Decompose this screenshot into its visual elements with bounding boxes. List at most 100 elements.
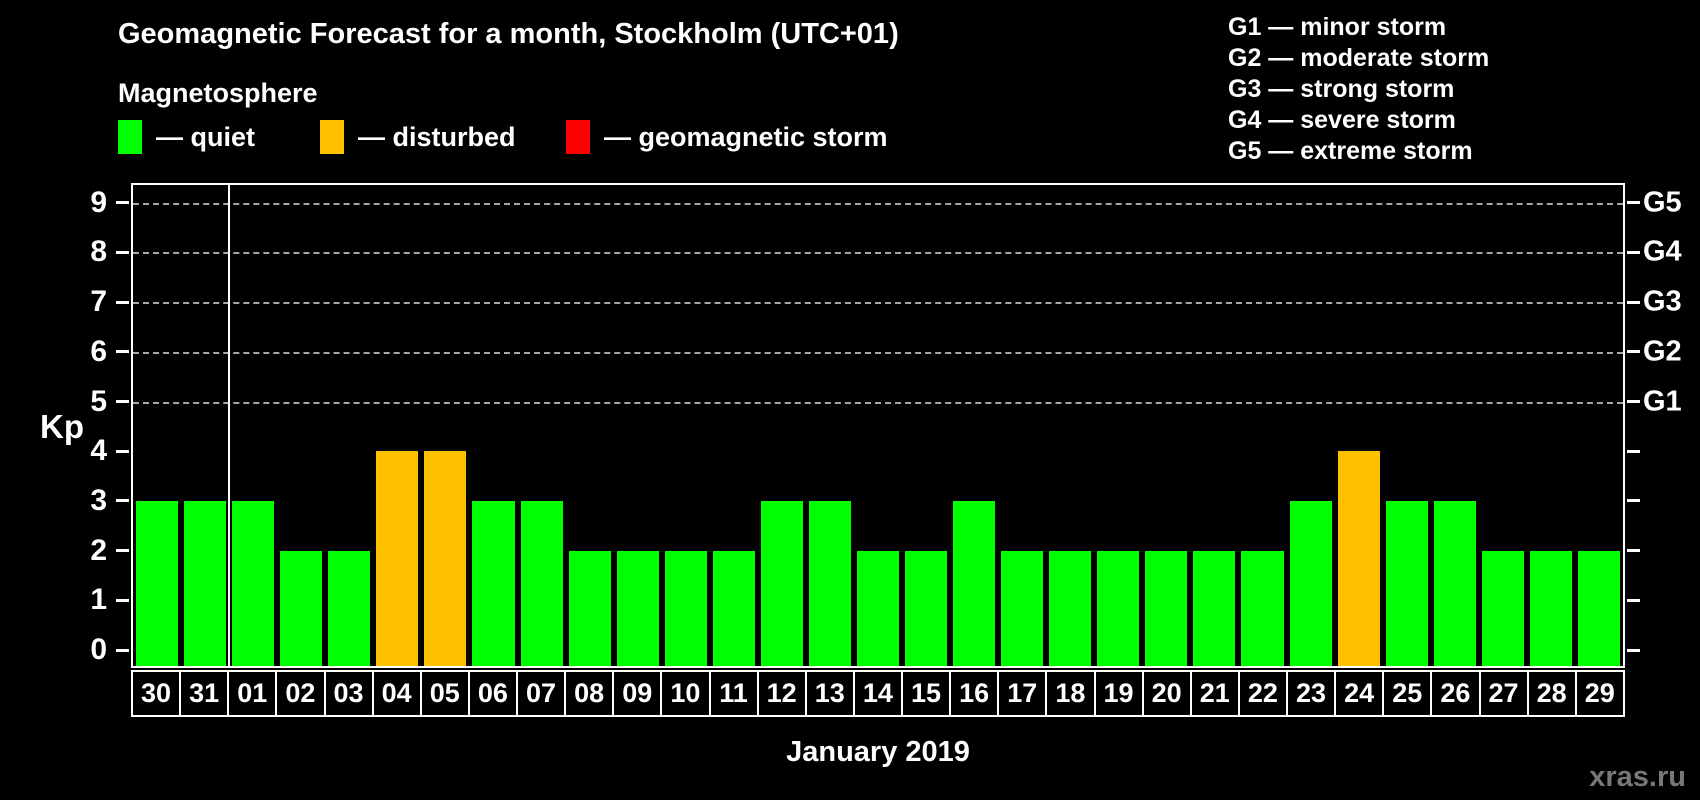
legend-label-quiet: — quiet (156, 121, 255, 152)
legend-item-quiet: — quiet (118, 120, 255, 154)
legend-label-disturbed: — disturbed (358, 121, 516, 152)
legend-swatch-quiet (118, 120, 142, 154)
g-scale-label-g3: G3 (1643, 285, 1682, 318)
kp-bar-day-25 (1385, 500, 1428, 666)
g-legend-line-3: G3 — strong storm (1228, 75, 1455, 103)
y-axis-tick-left (116, 598, 129, 602)
y-axis-tick-left (116, 350, 129, 354)
kp-bar-slot (518, 500, 566, 666)
legend-item-disturbed: — disturbed (320, 120, 516, 154)
kp-bar-day-01 (232, 500, 275, 666)
kp-bar-slot (373, 451, 421, 666)
kp-bar-slot (662, 550, 710, 666)
kp-bar-slot (902, 550, 950, 666)
gridline-kp-5 (133, 401, 1623, 404)
y-axis-tick-left (116, 648, 129, 652)
g-legend-line-1: G1 — minor storm (1228, 13, 1447, 41)
kp-bar-slot (277, 550, 325, 666)
legend-swatch-disturbed (320, 120, 344, 154)
y-axis-tick-right (1627, 300, 1640, 304)
kp-bar-slot (1527, 550, 1575, 666)
day-label-cell-01: 01 (227, 670, 278, 717)
kp-bar-day-11 (712, 550, 755, 666)
watermark: xras.ru (1589, 761, 1686, 793)
gridline-kp-8 (133, 252, 1623, 255)
kp-bar-slot (1383, 500, 1431, 666)
kp-bar-slot (181, 500, 229, 666)
y-axis-tick-right (1627, 250, 1640, 254)
kp-bar-slot (1190, 550, 1238, 666)
kp-bar-day-23 (1289, 500, 1332, 666)
kp-bar-slot (1094, 550, 1142, 666)
kp-bar-day-09 (616, 550, 659, 666)
kp-bar-day-07 (520, 500, 563, 666)
y-axis-tick-label: 5 (90, 384, 107, 418)
day-label-cell-26: 26 (1430, 670, 1481, 717)
day-label-cell-03: 03 (323, 670, 374, 717)
day-label-cell-16: 16 (949, 670, 1000, 717)
g-scale-label-g5: G5 (1643, 186, 1682, 219)
y-axis-tick-right (1627, 549, 1640, 553)
day-label-cell-13: 13 (804, 670, 855, 717)
kp-bar-slot (1238, 550, 1286, 666)
kp-bar-day-10 (664, 550, 707, 666)
day-label-cell-24: 24 (1334, 670, 1385, 717)
day-label-cell-25: 25 (1382, 670, 1433, 717)
kp-bar-day-13 (808, 500, 851, 666)
kp-bar-slot (1575, 550, 1623, 666)
chart-subtitle: Magnetosphere (118, 78, 318, 108)
g-scale-label-g2: G2 (1643, 335, 1682, 368)
kp-bar-day-18 (1049, 550, 1092, 666)
day-label-cell-22: 22 (1237, 670, 1288, 717)
y-axis-tick-label: 4 (90, 434, 107, 468)
y-axis-title: Kp (40, 408, 84, 445)
y-axis-tick-left (116, 300, 129, 304)
day-label-cell-08: 08 (564, 670, 615, 717)
kp-bar-slot (133, 500, 181, 666)
kp-bar-slot (1287, 500, 1335, 666)
kp-bar-day-21 (1193, 550, 1236, 666)
kp-bar-slot (710, 550, 758, 666)
y-axis-tick-label: 8 (90, 235, 107, 269)
y-axis-tick-label: 0 (90, 633, 107, 666)
kp-bar-slot (1479, 550, 1527, 666)
kp-bar-slot (758, 500, 806, 666)
kp-bar-slot (806, 500, 854, 666)
day-label-cell-15: 15 (901, 670, 952, 717)
kp-bar-slot (469, 500, 517, 666)
day-label-cell-31: 31 (179, 670, 230, 717)
y-axis-tick-label: 9 (90, 185, 107, 219)
kp-bar-day-02 (280, 550, 323, 666)
day-label-cell-14: 14 (852, 670, 903, 717)
y-axis-tick-right (1627, 449, 1640, 453)
g-scale-label-g1: G1 (1643, 385, 1682, 417)
x-axis-title: January 2019 (786, 736, 970, 768)
kp-bar-day-15 (905, 550, 948, 666)
day-label-cell-21: 21 (1189, 670, 1240, 717)
y-axis-tick-right (1627, 499, 1640, 503)
kp-bar-day-12 (760, 500, 803, 666)
kp-bar-day-29 (1577, 550, 1620, 666)
y-axis-tick-left (116, 201, 129, 205)
y-axis-tick-left (116, 549, 129, 553)
kp-bar-day-31 (184, 500, 227, 666)
kp-bar-slot (566, 550, 614, 666)
y-axis-tick-label: 7 (90, 285, 107, 319)
kp-bar-slot (614, 550, 662, 666)
gridline-kp-9 (133, 202, 1623, 205)
kp-bar-day-30 (136, 500, 179, 666)
day-label-cell-18: 18 (1045, 670, 1096, 717)
plot-inner: 0 1 2 3 4 5 6 7 8 9 G1 G2 G3 G4 G5 (90, 185, 1682, 666)
day-label-cell-29: 29 (1574, 670, 1625, 717)
gridline-kp-7 (133, 302, 1623, 305)
x-axis-day-row: 30 31 01 02 03 04 05 06 07 08 09 10 11 12 13 14 15 16 17 18… (131, 670, 1625, 717)
day-label-cell-05: 05 (419, 670, 470, 717)
y-axis-tick-left (116, 400, 129, 403)
kp-bar-day-19 (1097, 550, 1140, 666)
day-label-cell-17: 17 (997, 670, 1048, 717)
y-axis-tick-right (1627, 201, 1640, 205)
kp-bar-slot (1142, 550, 1190, 666)
plot-area: 0 1 2 3 4 5 6 7 8 9 G1 G2 G3 G4 G5 (90, 183, 1682, 668)
kp-bar-slot (1335, 451, 1383, 666)
